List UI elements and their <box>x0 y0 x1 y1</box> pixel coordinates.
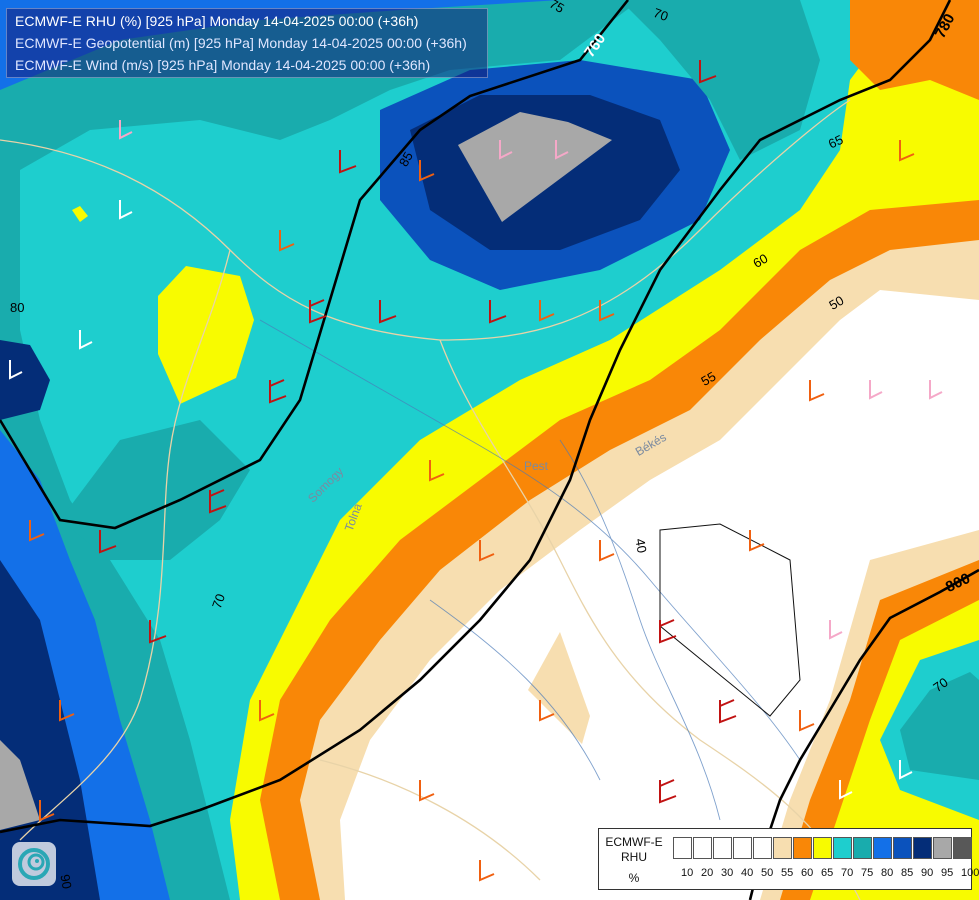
rh-band-55-pocket <box>528 632 590 744</box>
legend-swatch <box>833 837 852 859</box>
legend-swatch <box>853 837 872 859</box>
legend-tick-label: 100 <box>961 867 979 879</box>
isoline-760 <box>0 0 630 530</box>
ogimet-swirl-logo-icon <box>12 842 56 886</box>
legend-swatch <box>793 837 812 859</box>
label-rh-55: 55 <box>698 369 718 389</box>
legend-tick-label: 85 <box>901 867 914 879</box>
legend-swatch <box>953 837 972 859</box>
legend-swatch <box>813 837 832 859</box>
legend-tick-label: 95 <box>941 867 954 879</box>
legend-tick-label: 60 <box>801 867 814 879</box>
label-rh-65: 65 <box>826 132 845 152</box>
rivers <box>259 319 801 821</box>
label-rh-70b: 70 <box>209 592 228 611</box>
legend-tick-label: 30 <box>721 867 734 879</box>
rh-band-95-north <box>458 112 612 222</box>
borders <box>0 99 861 900</box>
legend-swatch <box>873 837 892 859</box>
label-rh-90: 90 <box>57 873 74 890</box>
title-panel: ECMWF-E RHU (%) [925 hPa] Monday 14-04-2… <box>6 8 488 78</box>
legend-tick-label: 75 <box>861 867 874 879</box>
legend-tick-label: 80 <box>881 867 894 879</box>
rh-band-75-ne <box>620 0 820 160</box>
legend-tick-label: 55 <box>781 867 794 879</box>
title-wind: ECMWF-E Wind (m/s) [925 hPa] Monday 14-0… <box>15 57 431 73</box>
label-pest: Pest <box>524 459 549 473</box>
label-rh-40: 40 <box>632 537 649 554</box>
label-rh-80: 80 <box>10 300 24 315</box>
label-rh-50: 50 <box>826 293 846 313</box>
rh-band-75-west <box>60 420 250 560</box>
legend-swatch <box>733 837 752 859</box>
legend-swatch <box>773 837 792 859</box>
legend-tick-label: 50 <box>761 867 774 879</box>
legend-swatches <box>673 837 973 859</box>
rh-band-65-speck <box>72 206 88 222</box>
legend-tick-label: 90 <box>921 867 934 879</box>
legend-title-variable: RHU <box>621 850 647 864</box>
rh-band-75-se <box>900 672 979 780</box>
rh-band-65-west <box>158 266 254 404</box>
legend-tick-label: 20 <box>701 867 714 879</box>
legend-swatch <box>693 837 712 859</box>
legend-swatch <box>753 837 772 859</box>
label-rh-85: 85 <box>396 149 416 169</box>
legend-swatch <box>673 837 692 859</box>
legend-title: ECMWF-E RHU <box>603 835 665 865</box>
label-rh-60: 60 <box>750 251 770 271</box>
label-rh-70a: 70 <box>652 5 671 24</box>
wind-barbs <box>9 60 943 882</box>
legend-swatch <box>893 837 912 859</box>
legend-tick-label: 70 <box>841 867 854 879</box>
legend-tick-label: 10 <box>681 867 694 879</box>
legend-swatch <box>933 837 952 859</box>
legend-swatch <box>713 837 732 859</box>
label-rh-70c: 70 <box>930 675 950 696</box>
rhu-legend: ECMWF-E RHU % 10 20 30 40 50 55 60 65 70 75 80 85 90… <box>598 828 979 890</box>
title-rhu: ECMWF-E RHU (%) [925 hPa] Monday 14-04-2… <box>15 13 419 29</box>
title-geopotential: ECMWF-E Geopotential (m) [925 hPa] Monda… <box>15 35 467 51</box>
isoline-780 <box>0 0 952 834</box>
legend-tick-label: 40 <box>741 867 754 879</box>
rh-band-60-ne <box>850 0 979 100</box>
legend-unit: % <box>628 871 640 885</box>
legend-tick-label: 65 <box>821 867 834 879</box>
legend-swatch <box>913 837 932 859</box>
legend-title-model: ECMWF-E <box>605 835 663 849</box>
rh-band-90-west <box>0 340 50 420</box>
rh-band-95-sw <box>0 740 40 830</box>
